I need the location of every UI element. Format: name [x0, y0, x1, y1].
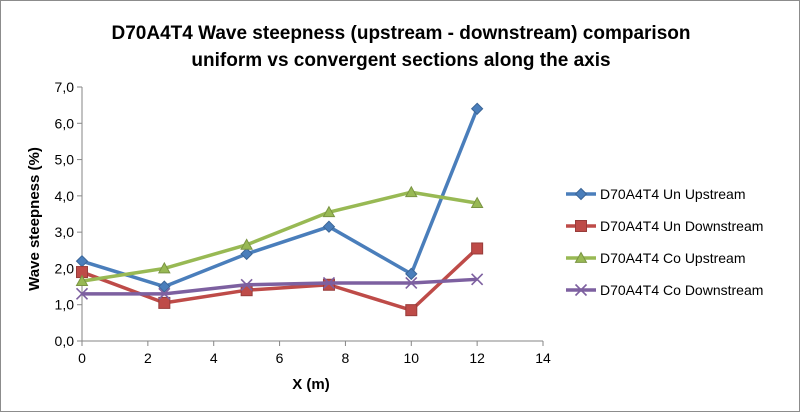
x-tick-label: 14: [535, 350, 551, 366]
legend-item: D70A4T4 Un Downstream: [566, 218, 763, 234]
y-tick-label: 5,0: [55, 152, 75, 168]
legend-marker: [575, 220, 587, 232]
data-point: [240, 238, 253, 250]
data-point: [322, 205, 336, 218]
x-tick-label: 0: [78, 350, 86, 366]
data-point: [405, 276, 418, 290]
data-point: [75, 254, 89, 268]
y-tick-label: 3,0: [55, 224, 75, 240]
y-tick-label: 6,0: [55, 115, 75, 131]
legend-label: D70A4T4 Un Downstream: [600, 218, 763, 234]
data-point: [405, 304, 418, 317]
data-point: [405, 267, 418, 281]
data-point: [322, 276, 336, 290]
series-1: [75, 102, 484, 293]
x-tick-label: 10: [403, 350, 419, 366]
data-point: [470, 196, 484, 209]
x-tick-label: 2: [144, 350, 152, 366]
legend-item: D70A4T4 Un Upstream: [566, 186, 746, 202]
data-point: [404, 185, 418, 198]
chart-title-line-1: D70A4T4 Wave steepness (upstream - downs…: [112, 23, 691, 44]
legend-item: D70A4T4 Co Upstream: [566, 250, 746, 266]
y-tick-label: 2,0: [55, 260, 75, 276]
data-point: [75, 274, 89, 287]
x-tick-label: 12: [469, 350, 485, 366]
series-line: [82, 277, 478, 296]
x-axis-label: X (m): [292, 376, 330, 393]
series-line: [81, 108, 479, 289]
data-point: [471, 242, 484, 255]
data-point: [471, 273, 484, 286]
data-point: [157, 261, 171, 274]
y-axis-label: Wave steepness (%): [26, 147, 43, 291]
series-layer: [75, 102, 484, 317]
data-point: [322, 220, 336, 233]
chart-title-line-2: uniform vs convergent sections along the…: [191, 50, 610, 71]
x-tick-label: 6: [276, 350, 284, 366]
data-point: [75, 287, 89, 300]
legend-marker: [574, 251, 588, 263]
x-tick-label: 8: [342, 350, 350, 366]
data-point: [240, 278, 253, 291]
series-2: [76, 242, 484, 317]
series-line: [81, 190, 478, 283]
data-point: [158, 287, 171, 300]
series-line: [81, 247, 479, 312]
x-tick-label: 4: [210, 350, 218, 366]
y-tick-label: 7,0: [55, 79, 75, 95]
data-point: [470, 102, 484, 115]
data-point: [240, 247, 253, 261]
y-tick-label: 0,0: [55, 333, 75, 349]
legend-label: D70A4T4 Co Upstream: [600, 250, 746, 266]
series-4: [75, 273, 484, 300]
series-3: [75, 185, 484, 287]
legend-item: D70A4T4 Co Downstream: [566, 282, 763, 298]
axes: [77, 86, 544, 346]
legend-label: D70A4T4 Un Upstream: [600, 186, 746, 202]
y-tick-label: 4,0: [55, 188, 75, 204]
legend-marker: [574, 187, 588, 201]
data-point: [158, 296, 171, 309]
y-tick-label: 1,0: [55, 297, 75, 313]
legend-label: D70A4T4 Co Downstream: [600, 282, 763, 298]
legend: D70A4T4 Un Upstream D70A4T4 Un Downstream…: [566, 186, 763, 298]
tick-labels: 0,0 1,0 2,0 3,0 4,0 5,0 6,0 7,0 0 2 4 6 8 10 12 14: [55, 79, 551, 366]
legend-marker: [574, 283, 588, 297]
